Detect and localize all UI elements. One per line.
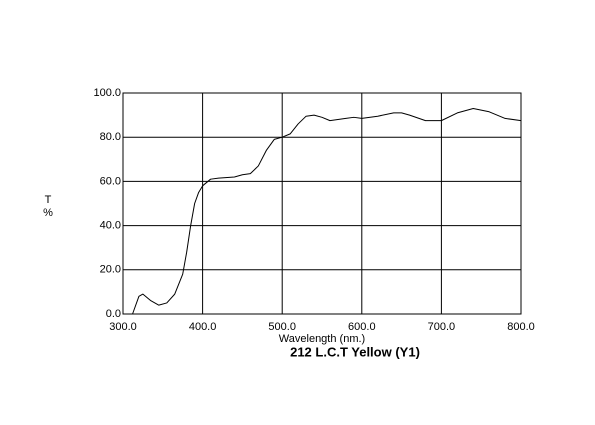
y-tick-label: 100.0	[93, 87, 121, 99]
y-tick-label: 80.0	[100, 131, 121, 143]
x-axis-label: Wavelength (nm.)	[279, 333, 365, 345]
y-axis-label: %	[43, 207, 53, 219]
y-axis-label: T	[45, 194, 52, 206]
x-tick-label: 400.0	[189, 321, 217, 333]
plot-frame	[122, 92, 522, 315]
y-tick-label: 60.0	[100, 175, 121, 187]
data-line	[132, 107, 522, 315]
x-tick-label: 500.0	[268, 321, 296, 333]
y-tick-label: 20.0	[100, 264, 121, 276]
chart-title: 212 L.C.T Yellow (Y1)	[290, 344, 420, 359]
x-tick-label: 600.0	[348, 321, 376, 333]
y-tick-label: 40.0	[100, 220, 121, 232]
x-tick-label: 700.0	[428, 321, 456, 333]
x-tick-label: 800.0	[507, 321, 535, 333]
x-tick-label: 300.0	[109, 321, 137, 333]
y-tick-label: 0.0	[106, 308, 121, 320]
